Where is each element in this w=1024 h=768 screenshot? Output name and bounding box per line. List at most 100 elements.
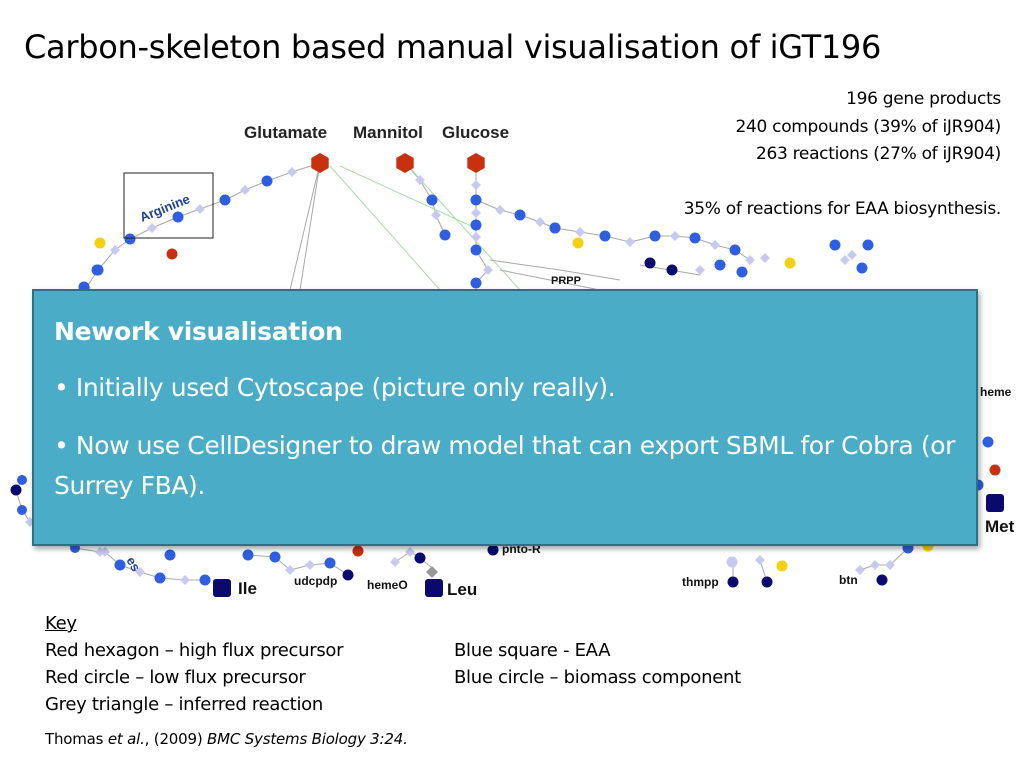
key-blue-square: Blue square - EAA <box>454 640 611 661</box>
stat-compounds: 240 compounds (39% of iJR904) <box>735 116 1002 137</box>
network-node-circle <box>94 237 106 249</box>
network-node-circle <box>666 264 678 276</box>
network-edge <box>559 269 621 281</box>
network-node-circle <box>414 552 426 564</box>
network-node-circle <box>164 549 176 561</box>
network-node-reaction <box>847 250 857 260</box>
network-node-circle <box>91 264 103 276</box>
network-node-reaction <box>471 232 481 242</box>
network-node-reaction <box>471 208 481 218</box>
network-node-reaction <box>180 575 190 585</box>
network-node-reaction <box>745 255 755 265</box>
legend-key: Key Red hexagon – high flux precursor Bl… <box>45 610 805 718</box>
network-edge <box>329 165 441 291</box>
network-node-circle <box>324 557 336 569</box>
network-node-reaction <box>305 560 315 570</box>
network-node-circle <box>470 219 482 231</box>
network-node-circle <box>644 257 656 269</box>
network-edge <box>299 162 321 291</box>
network-node-circle <box>261 175 273 187</box>
label-heme: heme <box>980 385 1012 399</box>
network-node-circle <box>352 545 364 557</box>
network-node-circle <box>856 262 868 274</box>
network-node-circle <box>17 475 27 485</box>
network-edge <box>489 259 561 271</box>
network-node-square <box>213 579 231 597</box>
label-glutamate: Glutamate <box>244 123 327 142</box>
network-node-circle <box>470 194 482 206</box>
callout-bullet-celldesigner: • Now use CellDesigner to draw model tha… <box>54 431 956 500</box>
network-node-reaction <box>670 231 680 241</box>
network-node-circle <box>876 574 888 586</box>
network-node-circle <box>776 560 788 572</box>
label-leu: Leu <box>447 580 477 599</box>
network-node-circle <box>726 556 738 568</box>
network-node-circle <box>599 230 611 242</box>
label-hemeo: hemeO <box>367 578 408 592</box>
network-visualisation-callout: Nework visualisation • Initially used Cy… <box>32 289 978 546</box>
network-node-circle <box>439 229 451 241</box>
network-edge <box>339 165 481 231</box>
citation-year: , (2009) <box>144 730 208 748</box>
callout-title: Nework visualisation <box>54 317 343 346</box>
network-node-circle <box>470 244 482 256</box>
network-node-circle <box>784 257 796 269</box>
network-node-reaction <box>110 245 120 255</box>
network-node-circle <box>514 209 526 221</box>
network-node-circle <box>549 222 561 234</box>
network-node-circle <box>470 277 482 289</box>
network-node-circle <box>689 232 701 244</box>
stat-reactions: 263 reactions (27% of iJR904) <box>755 144 1001 164</box>
key-grey-triangle: Grey triangle – inferred reaction <box>45 694 323 715</box>
network-node-circle <box>829 239 841 251</box>
network-node-reaction <box>135 567 145 577</box>
network-node-reaction <box>575 227 585 237</box>
label-met: Met <box>985 517 1015 536</box>
network-node-hexagon <box>311 153 329 173</box>
network-node-circle <box>124 233 136 245</box>
network-node-circle <box>649 230 661 242</box>
network-node-circle <box>736 266 748 278</box>
network-node-reaction <box>625 237 635 247</box>
label-btn: btn <box>839 573 858 587</box>
slide-title: Carbon-skeleton based manual visualisati… <box>24 28 882 66</box>
network-node-reaction <box>495 205 505 215</box>
network-node-hexagon <box>467 153 485 173</box>
network-node-square <box>986 494 1004 512</box>
network-node-reaction <box>415 175 425 185</box>
network-node-reaction <box>431 210 441 220</box>
label-thmpp: thmpp <box>682 575 719 589</box>
network-node-reaction <box>240 185 250 195</box>
label-ile: Ile <box>238 579 257 598</box>
citation: Thomas et al., (2009) BMC Systems Biolog… <box>45 730 408 748</box>
network-node-reaction <box>195 204 205 214</box>
stat-eaa-reactions: 35% of reactions for EAA biosynthesis. <box>683 198 1002 219</box>
citation-et-al: et al. <box>107 730 145 748</box>
label-mannitol: Mannitol <box>353 123 423 142</box>
network-node-reaction <box>760 253 770 263</box>
network-node-circle <box>426 194 438 206</box>
network-node-circle <box>982 436 994 448</box>
network-node-reaction <box>285 565 295 575</box>
network-node-circle <box>17 505 27 515</box>
network-node-circle <box>242 549 254 561</box>
network-node-circle <box>862 239 874 251</box>
citation-journal: BMC Systems Biology 3:24. <box>207 730 408 748</box>
arginine-highlight-box <box>123 172 214 239</box>
network-node-reaction <box>710 240 720 250</box>
network-node-reaction <box>535 217 545 227</box>
network-node-reaction <box>870 560 880 570</box>
callout-bullet-cytoscape: • Initially used Cytoscape (picture only… <box>54 373 616 402</box>
network-node-circle <box>342 569 354 581</box>
network-node-reaction <box>855 565 865 575</box>
network-node-circle <box>114 559 126 571</box>
model-statistics: 196 gene products 240 compounds (39% of … <box>671 86 1002 223</box>
network-node-circle <box>269 551 281 563</box>
network-node-reaction <box>390 557 400 567</box>
network-node-circle <box>761 576 773 588</box>
metabolic-network-diagram: Glutamate Mannitol Glucose Arginine PRPP… <box>10 123 1015 599</box>
network-node-square <box>425 579 443 597</box>
network-node-circle <box>572 237 584 249</box>
network-node-hexagon <box>396 153 414 173</box>
key-heading: Key <box>45 613 77 634</box>
